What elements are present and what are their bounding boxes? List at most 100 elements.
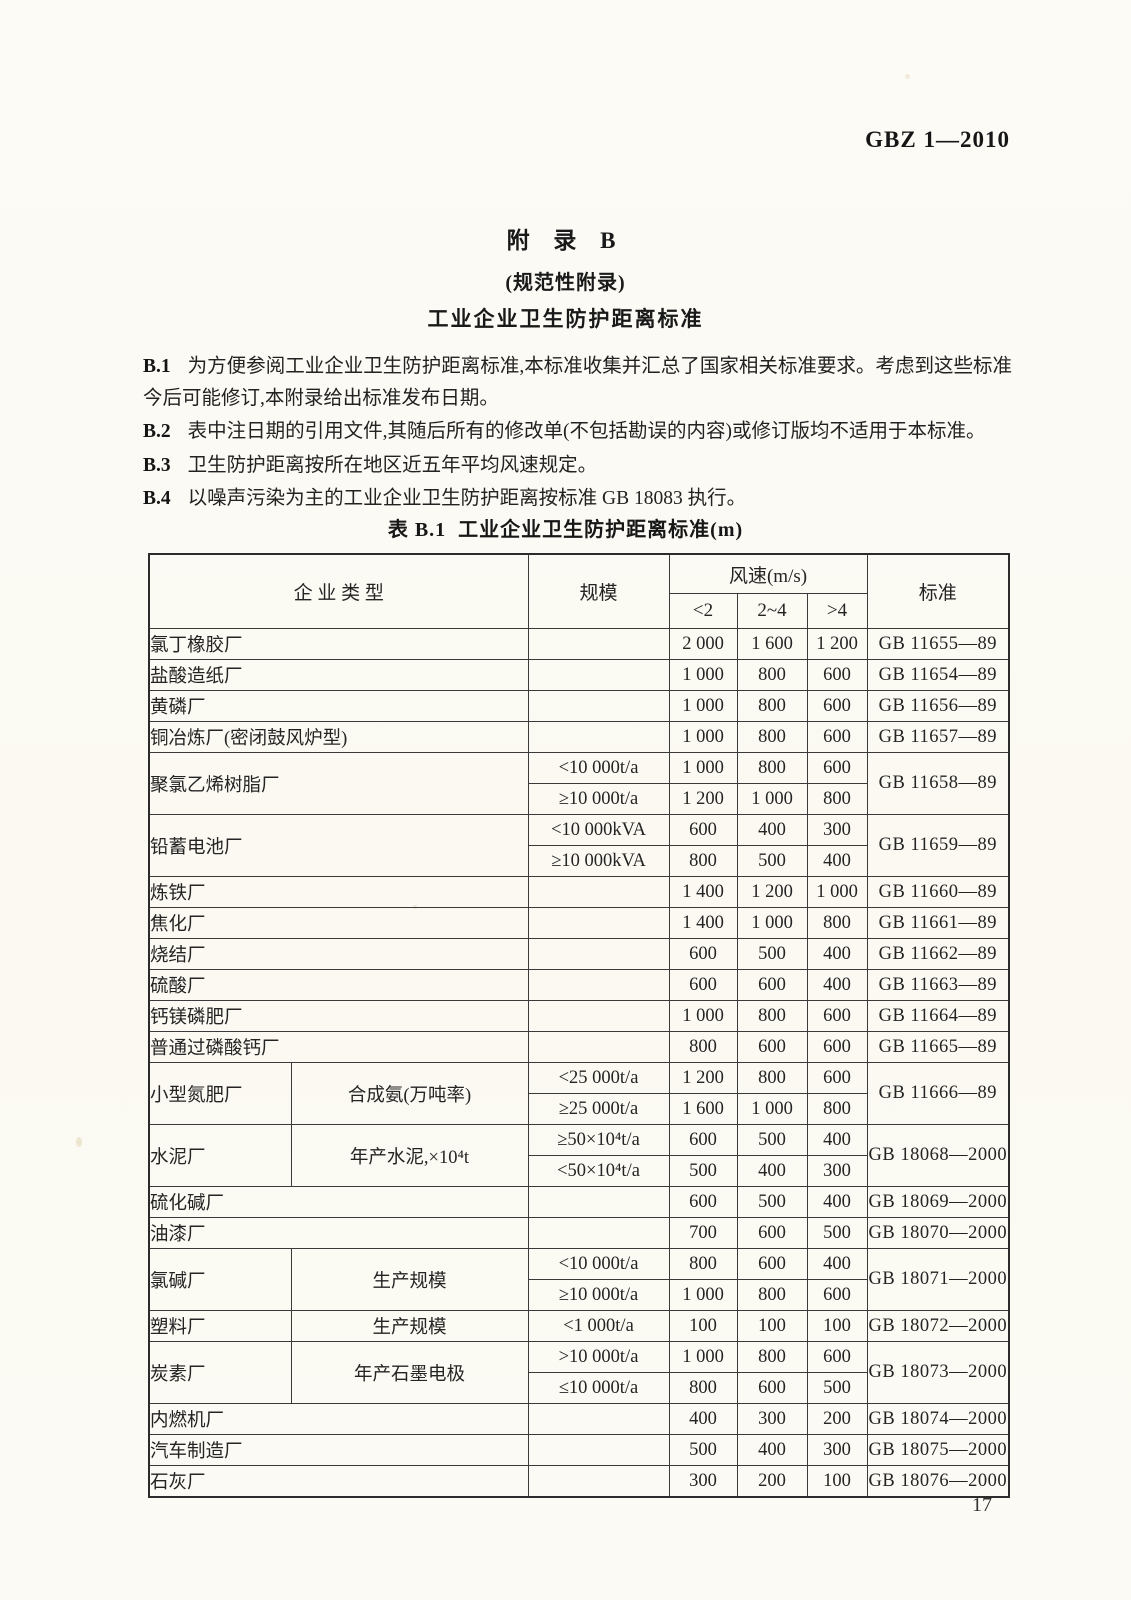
value-cell: 600 (806, 1341, 868, 1373)
table-row: 黄磷厂 1 000 800 600 GB 11656—89 (148, 690, 1010, 722)
enterprise-cell: 普通过磷酸钙厂 (148, 1031, 529, 1063)
standard-cell: GB 18068—2000 (866, 1124, 1010, 1187)
value-cell: 100 (668, 1310, 738, 1342)
enterprise-cell: 石灰厂 (148, 1465, 529, 1498)
value-cell: 800 (736, 1341, 808, 1373)
value-cell: 400 (806, 969, 868, 1001)
standard-cell: GB 11660—89 (866, 876, 1010, 908)
value-cell: 100 (806, 1465, 868, 1498)
doc-number: GBZ 1—2010 (865, 127, 1010, 152)
value-cell: 400 (736, 1155, 808, 1187)
value-cell: 800 (736, 1000, 808, 1032)
enterprise-sub-cell: 年产石墨电极 (290, 1341, 529, 1404)
value-cell: 1 200 (806, 628, 868, 660)
enterprise-cell: 聚氯乙烯树脂厂 (148, 752, 529, 815)
scale-cell: >10 000t/a (527, 1341, 670, 1373)
enterprise-cell: 小型氮肥厂 (148, 1062, 292, 1125)
scale-cell (527, 1186, 670, 1218)
value-cell: 2 000 (668, 628, 738, 660)
value-cell: 1 000 (668, 721, 738, 753)
value-cell: 800 (736, 721, 808, 753)
value-cell: 1 000 (668, 1341, 738, 1373)
value-cell: 1 200 (668, 1062, 738, 1094)
value-cell: 600 (668, 938, 738, 970)
col-header-scale: 规模 (527, 553, 670, 629)
table-row: 内燃机厂 400 300 200 GB 18074—2000 (148, 1403, 1010, 1435)
enterprise-cell: 铜冶炼厂(密闭鼓风炉型) (148, 721, 529, 753)
value-cell: 400 (668, 1403, 738, 1435)
value-cell: 600 (806, 690, 868, 722)
value-cell: 300 (736, 1403, 808, 1435)
value-cell: 600 (806, 1279, 868, 1311)
table-row: 钙镁磷肥厂 1 000 800 600 GB 11664—89 (148, 1000, 1010, 1032)
table-row: 普通过磷酸钙厂 800 600 600 GB 11665—89 (148, 1031, 1010, 1063)
protection-distance-table: 企 业 类 型 规模 风速(m/s) 标准 <2 2~4 >4 氯丁橡胶厂 2 0… (148, 553, 1011, 1498)
value-cell: 500 (736, 1186, 808, 1218)
value-cell: 200 (806, 1403, 868, 1435)
value-cell: 1 200 (668, 783, 738, 815)
value-cell: 600 (668, 1124, 738, 1156)
value-cell: 1 000 (668, 752, 738, 784)
scale-cell: ≥25 000t/a (527, 1093, 670, 1125)
table-row: 氯碱厂 生产规模 <10 000t/a 800 600 400 GB 18071—2000 (148, 1248, 1010, 1311)
table-row: 烧结厂 600 500 400 GB 11662—89 (148, 938, 1010, 970)
value-cell: 100 (736, 1310, 808, 1342)
value-cell: 600 (668, 1186, 738, 1218)
value-cell: 500 (806, 1372, 868, 1404)
standard-cell: GB 11656—89 (866, 690, 1010, 722)
value-cell: 700 (668, 1217, 738, 1249)
value-cell: 1 000 (736, 907, 808, 939)
page-number: 17 (972, 1494, 992, 1516)
col-header-wind-lt2: <2 (668, 593, 738, 629)
value-cell: 800 (668, 1031, 738, 1063)
value-cell: 400 (736, 814, 808, 846)
enterprise-cell: 硫酸厂 (148, 969, 529, 1001)
value-cell: 800 (806, 1093, 868, 1125)
value-cell: 600 (806, 721, 868, 753)
enterprise-cell: 水泥厂 (148, 1124, 292, 1187)
value-cell: 400 (806, 1186, 868, 1218)
value-cell: 100 (806, 1310, 868, 1342)
value-cell: 300 (806, 814, 868, 846)
col-header-enterprise: 企 业 类 型 (148, 553, 529, 629)
table-row: 铜冶炼厂(密闭鼓风炉型) 1 000 800 600 GB 11657—89 (148, 721, 1010, 753)
clause-b3: B.3 卫生防护距离按所在地区近五年平均风速规定。 (143, 450, 1012, 482)
scale-cell: ≥50×10⁴t/a (527, 1124, 670, 1156)
table-row: ≥10 000t/a 1 200 1 000 800 (149, 783, 1009, 815)
table-row: 小型氮肥厂 合成氨(万吨率) <25 000t/a 1 200 800 600 GB 116… (148, 1062, 1010, 1125)
standard-cell: GB 18074—2000 (866, 1403, 1010, 1435)
table-row: 硫酸厂 600 600 400 GB 11663—89 (148, 969, 1010, 1001)
scan-artifact (905, 74, 910, 79)
value-cell: 1 000 (668, 659, 738, 691)
col-header-wind-speed: 风速(m/s) (668, 553, 868, 594)
value-cell: 500 (668, 1155, 738, 1187)
value-cell: 600 (736, 1372, 808, 1404)
value-cell: 500 (806, 1217, 868, 1249)
scale-cell (527, 1465, 670, 1498)
enterprise-sub-cell: 年产水泥,×10⁴t (290, 1124, 529, 1187)
table-row: 盐酸造纸厂 1 000 800 600 GB 11654—89 (148, 659, 1010, 691)
value-cell: 600 (736, 1217, 808, 1249)
scale-cell: <50×10⁴t/a (527, 1155, 670, 1187)
clause-b1: B.1 为方便参阅工业企业卫生防护距离标准,本标准收集并汇总了国家相关标准要求。考… (143, 351, 1012, 414)
value-cell: 800 (736, 659, 808, 691)
enterprise-cell: 烧结厂 (148, 938, 529, 970)
scale-cell (527, 969, 670, 1001)
table-row: ≥10 000kVA 800 500 400 (149, 845, 1009, 877)
table-header-row: 企 业 类 型 规模 风速(m/s) 标准 (148, 553, 1010, 629)
value-cell: 500 (736, 938, 808, 970)
value-cell: 1 200 (736, 876, 808, 908)
enterprise-cell: 炭素厂 (148, 1341, 292, 1404)
standard-cell: GB 11654—89 (866, 659, 1010, 691)
scale-cell (527, 1217, 670, 1249)
appendix-subtitle: (规范性附录) (505, 272, 626, 294)
value-cell: 400 (806, 938, 868, 970)
scale-cell (527, 721, 670, 753)
scale-cell: <10 000t/a (527, 1248, 670, 1280)
value-cell: 800 (668, 1248, 738, 1280)
value-cell: 600 (668, 969, 738, 1001)
clause-label: B.3 (143, 454, 171, 476)
standard-cell: GB 18075—2000 (866, 1434, 1010, 1466)
standard-cell: GB 11665—89 (866, 1031, 1010, 1063)
value-cell: 1 400 (668, 876, 738, 908)
